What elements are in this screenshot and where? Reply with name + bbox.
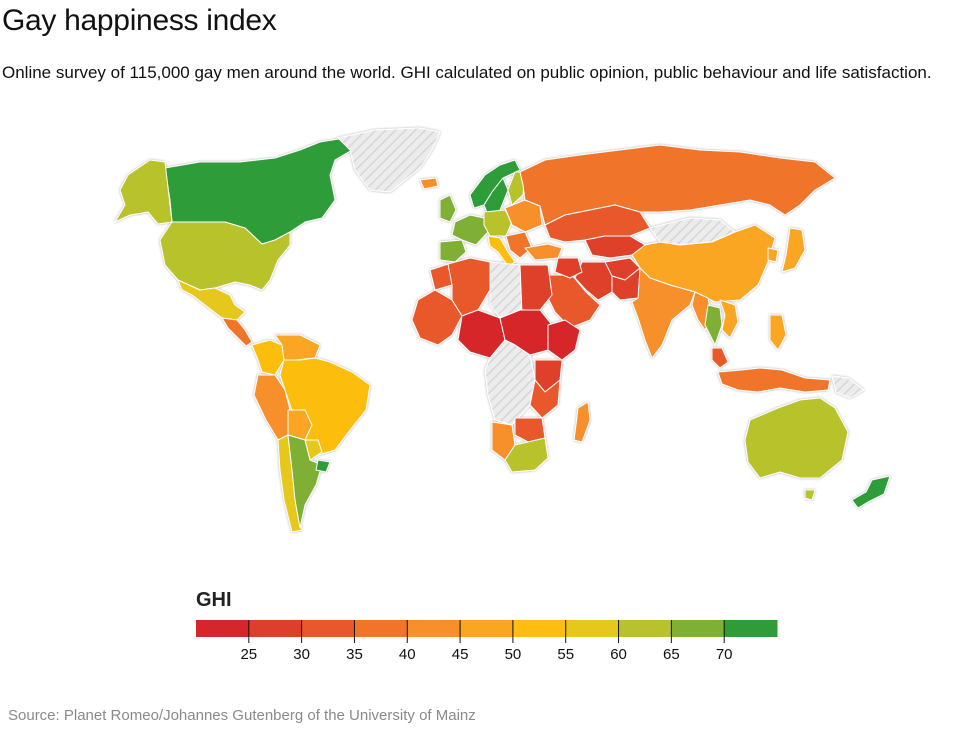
region-egypt (519, 264, 553, 313)
scale-band (248, 620, 303, 637)
scale-tick-label: 70 (716, 646, 733, 663)
region-south-africa (504, 437, 549, 473)
scale-tick-label: 40 (399, 646, 416, 663)
region-united-kingdom (439, 194, 457, 223)
scale-tick-label: 50 (505, 646, 522, 663)
region-ethiopia (547, 319, 581, 361)
scale-tick-label: 60 (610, 646, 627, 663)
scale-band (724, 620, 778, 637)
scale-band (354, 620, 408, 637)
region-thailand (704, 304, 723, 346)
region-korea (767, 247, 779, 263)
region-india (631, 267, 696, 359)
scale-band (460, 620, 514, 637)
region-iceland (419, 177, 439, 190)
legend-title: GHI (196, 589, 232, 611)
region-japan (781, 227, 806, 273)
scale-band (618, 620, 672, 637)
region-spain (439, 239, 467, 263)
region-bolivia (287, 409, 313, 441)
region-zimbabwe (514, 417, 546, 443)
region-turkey (524, 243, 563, 261)
region-tanzania (529, 379, 561, 419)
scale-band (407, 620, 461, 637)
scale-tick-label: 65 (663, 646, 680, 663)
region-malaysia (711, 347, 729, 369)
region-vietnam (719, 299, 739, 339)
color-scale: 25 30 35 40 45 50 55 60 65 70 (196, 620, 778, 663)
region-argentina (287, 434, 323, 529)
scale-tick-label: 25 (240, 646, 257, 663)
region-central-america (221, 317, 253, 347)
region-russia (519, 144, 836, 226)
region-australia (744, 397, 849, 479)
scale-band (565, 620, 620, 637)
scale-tick-label: 30 (293, 646, 310, 663)
chart-subtitle: Online survey of 115,000 gay men around … (2, 63, 932, 82)
region-iraq (554, 257, 583, 279)
region-mexico (177, 279, 246, 321)
scale-band (671, 620, 725, 637)
region-madagascar (573, 401, 591, 443)
chart-title: Gay happiness index (2, 4, 277, 37)
region-greenland (337, 127, 441, 193)
region-new-zealand (851, 475, 891, 509)
scale-band (301, 620, 355, 637)
region-indonesia (717, 367, 831, 393)
region-kazakhstan (544, 204, 651, 243)
scale-tick-label: 55 (557, 646, 574, 663)
region-balkans (505, 231, 533, 259)
region-west-africa (411, 289, 463, 346)
region-norway (469, 159, 521, 209)
region-philippines (769, 314, 787, 351)
world-map (0, 120, 980, 550)
scale-band (512, 620, 567, 637)
scale-band (196, 620, 250, 637)
region-uruguay (315, 459, 331, 473)
source-note: Source: Planet Romeo/Johannes Gutenberg … (8, 707, 476, 724)
scale-tick-label: 35 (346, 646, 363, 663)
region-papua-new-guinea (831, 375, 865, 399)
region-colombia (251, 339, 285, 376)
world-map-svg (114, 127, 891, 533)
region-western-europe (451, 214, 489, 246)
region-tasmania (804, 489, 816, 501)
region-alaska (114, 159, 173, 225)
scale-tick-label: 45 (452, 646, 469, 663)
